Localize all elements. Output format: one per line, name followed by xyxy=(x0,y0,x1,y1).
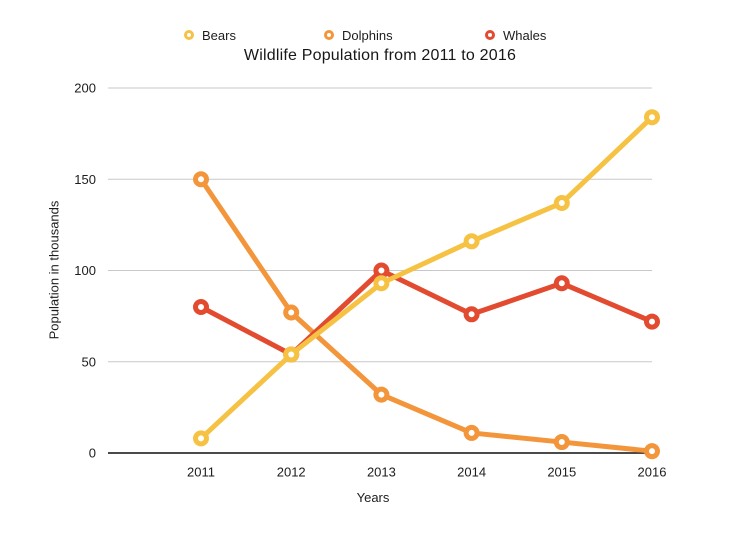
legend-label-bears: Bears xyxy=(202,27,236,43)
y-tick-label-50: 50 xyxy=(82,354,96,369)
data-point-whales-2013 xyxy=(373,262,390,279)
bears-legend-marker-icon xyxy=(184,30,194,40)
legend-item-whales: Whales xyxy=(485,27,547,43)
data-point-whales-2011 xyxy=(193,299,209,315)
legend-item-bears: Bears xyxy=(184,27,236,43)
y-tick-label-150: 150 xyxy=(74,172,96,187)
series-line-dolphins xyxy=(198,176,655,454)
y-tick-label-0: 0 xyxy=(89,446,96,461)
data-point-bears-2014 xyxy=(463,233,480,250)
y-tick-label-200: 200 xyxy=(74,81,96,96)
x-tick-label-2015: 2015 xyxy=(547,465,576,480)
series-line-whales xyxy=(198,268,655,357)
data-point-dolphins-2014 xyxy=(463,424,480,441)
series-line-bears xyxy=(198,114,655,441)
dolphins-legend-marker-icon xyxy=(324,30,334,40)
data-point-bears-2015 xyxy=(553,194,570,211)
data-point-whales-2014 xyxy=(463,306,480,323)
x-axis-title: Years xyxy=(356,490,390,505)
x-tick-label-2012: 2012 xyxy=(277,465,306,480)
legend-item-dolphins: Dolphins xyxy=(324,27,393,43)
data-point-dolphins-2016 xyxy=(644,443,660,460)
data-point-bears-2016 xyxy=(644,109,660,126)
x-tick-label-2013: 2013 xyxy=(367,465,396,480)
data-point-dolphins-2013 xyxy=(373,386,390,403)
data-point-dolphins-2011 xyxy=(193,171,209,188)
x-tick-label-2014: 2014 xyxy=(457,465,486,480)
x-tick-label-2011: 2011 xyxy=(187,465,215,480)
data-point-whales-2016 xyxy=(644,313,660,330)
legend-label-whales: Whales xyxy=(503,27,547,43)
data-point-dolphins-2012 xyxy=(283,304,300,321)
legend-label-dolphins: Dolphins xyxy=(342,27,393,43)
data-point-bears-2013 xyxy=(373,275,390,292)
y-tick-label-100: 100 xyxy=(74,263,96,278)
y-axis-title: Population in thousands xyxy=(46,200,62,340)
data-point-bears-2012 xyxy=(283,346,300,363)
data-point-bears-2011 xyxy=(193,430,209,447)
x-tick-label-2016: 2016 xyxy=(638,465,667,480)
chart-title: Wildlife Population from 2011 to 2016 xyxy=(243,47,517,64)
whales-legend-marker-icon xyxy=(485,30,495,40)
data-point-dolphins-2015 xyxy=(553,434,570,451)
data-point-whales-2015 xyxy=(553,275,570,292)
